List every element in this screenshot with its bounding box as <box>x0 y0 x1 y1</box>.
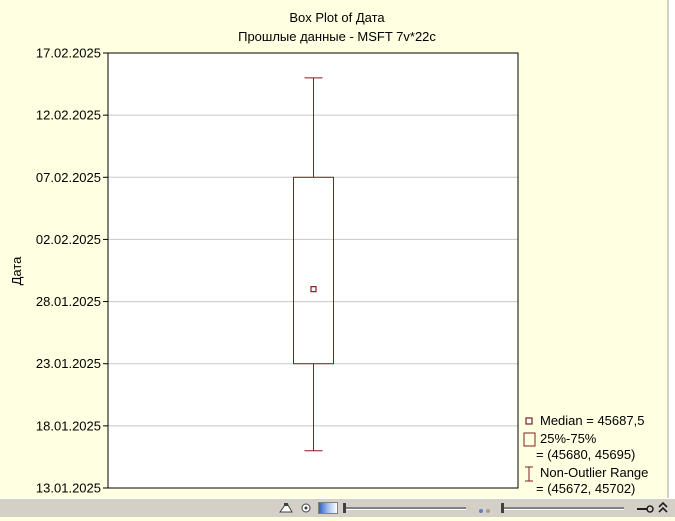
status-dot-icon[interactable] <box>476 503 494 513</box>
y-tick-label: 18.01.2025 <box>36 418 101 433</box>
status-brush-icon[interactable] <box>279 501 293 513</box>
status-slider-right[interactable] <box>498 499 626 517</box>
y-tick-label: 12.02.2025 <box>36 108 101 123</box>
status-bar <box>0 498 675 517</box>
plot-frame <box>107 52 519 489</box>
status-key-icon[interactable] <box>636 502 654 514</box>
y-tick-label: 23.01.2025 <box>36 356 101 371</box>
legend-label: Non-Outlier Range <box>540 465 648 480</box>
status-color-icon[interactable] <box>318 502 338 514</box>
status-slider-left[interactable] <box>340 499 468 517</box>
status-expand-icon[interactable] <box>657 501 669 515</box>
status-pointer-icon[interactable] <box>300 501 312 513</box>
legend-label: 25%-75% <box>540 431 597 446</box>
y-tick-label: 02.02.2025 <box>36 232 101 247</box>
y-axis: 13.01.2025 18.01.2025 23.01.2025 28.01.2025… <box>36 46 108 496</box>
iqr-box <box>293 176 334 365</box>
y-tick-label: 17.02.2025 <box>36 46 101 61</box>
y-tick-label: 13.01.2025 <box>36 481 101 496</box>
y-tick-label: 28.01.2025 <box>36 294 101 309</box>
legend-label: = (45680, 45695) <box>536 447 635 462</box>
box-plot <box>293 77 334 452</box>
median-marker <box>310 286 317 293</box>
legend-label: = (45672, 45702) <box>536 481 635 496</box>
legend-box-symbol <box>523 432 536 447</box>
legend: Median = 45687,5 25%-75%= (45680, 45695) N… <box>523 413 648 496</box>
legend-label: Median = 45687,5 <box>540 413 644 428</box>
chart-title: Box Plot of Дата <box>289 10 385 25</box>
right-border <box>668 0 675 498</box>
y-tick-label: 07.02.2025 <box>36 170 101 185</box>
legend-median-symbol <box>525 417 533 425</box>
chart: Box Plot of Дата Прошлые данные - MSFT 7… <box>9 0 675 498</box>
y-axis-label: Дата <box>9 256 24 286</box>
chart-subtitle: Прошлые данные - MSFT 7v*22c <box>238 29 436 44</box>
